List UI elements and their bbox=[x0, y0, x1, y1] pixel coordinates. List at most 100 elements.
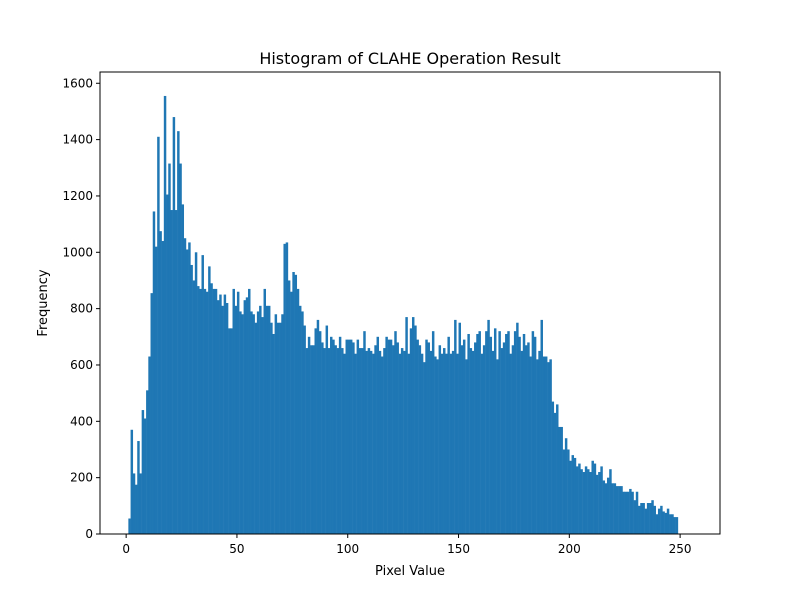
histogram-bar bbox=[553, 412, 557, 534]
histogram-bar bbox=[137, 441, 140, 534]
histogram-bar bbox=[241, 314, 244, 534]
histogram-bar bbox=[558, 426, 561, 534]
histogram-bar bbox=[130, 429, 134, 534]
y-tick-label: 400 bbox=[70, 414, 93, 428]
histogram-bar bbox=[456, 353, 459, 534]
histogram-bar bbox=[312, 345, 315, 534]
histogram-bar bbox=[631, 491, 634, 534]
histogram-bar bbox=[230, 328, 233, 534]
histogram-bar bbox=[564, 438, 568, 534]
histogram-bar bbox=[372, 353, 375, 534]
histogram-bar bbox=[649, 503, 652, 534]
histogram-bar bbox=[369, 350, 373, 534]
histogram-bar bbox=[396, 342, 399, 534]
histogram-bar bbox=[192, 280, 196, 534]
histogram-bar bbox=[465, 359, 468, 534]
histogram-bar bbox=[330, 336, 333, 534]
histogram-bar bbox=[443, 348, 446, 534]
histogram-bar bbox=[363, 331, 366, 534]
histogram-bar bbox=[624, 491, 628, 534]
histogram-bar bbox=[620, 486, 623, 534]
histogram-bar bbox=[349, 339, 353, 534]
histogram-bar bbox=[476, 333, 479, 534]
histogram-bar bbox=[675, 517, 679, 534]
histogram-bar bbox=[290, 291, 293, 534]
histogram-bar bbox=[516, 322, 519, 534]
histogram-bar bbox=[480, 353, 484, 534]
histogram-bar bbox=[587, 469, 590, 534]
histogram-bar bbox=[431, 331, 435, 534]
histogram-bar bbox=[345, 339, 348, 534]
histogram-bar bbox=[221, 305, 224, 534]
plot-frame bbox=[99, 71, 721, 535]
histogram-bar bbox=[642, 503, 645, 534]
histogram-bar bbox=[454, 319, 457, 534]
histogram-bar bbox=[181, 204, 185, 534]
y-tick-label: 1000 bbox=[62, 245, 93, 259]
histogram-bar bbox=[276, 322, 280, 534]
histogram-bar bbox=[252, 314, 255, 534]
histogram-bar bbox=[571, 455, 575, 534]
histogram-bar bbox=[292, 272, 295, 534]
histogram-bar bbox=[418, 345, 422, 534]
histogram-bar bbox=[168, 163, 171, 535]
histogram-bar bbox=[400, 348, 404, 534]
histogram-bar bbox=[219, 294, 222, 534]
histogram-bar bbox=[471, 350, 475, 534]
x-tick-label: 0 bbox=[122, 542, 130, 556]
histogram-bar bbox=[310, 345, 313, 534]
histogram-bar bbox=[449, 353, 453, 534]
histogram-bar bbox=[460, 345, 464, 534]
histogram-bar bbox=[336, 348, 340, 534]
histogram-bar bbox=[157, 136, 160, 535]
histogram-bar bbox=[374, 345, 377, 534]
histogram-bar bbox=[132, 473, 136, 534]
histogram-bar bbox=[281, 314, 284, 534]
histogram-bar bbox=[602, 480, 606, 534]
histogram-bar bbox=[538, 350, 541, 534]
y-axis-ticks: 0 200 400 600 800 1000 1200 1400 1600 bbox=[62, 76, 100, 541]
histogram-bar bbox=[527, 342, 530, 534]
histogram-bar bbox=[436, 359, 439, 534]
histogram-bar bbox=[338, 336, 342, 534]
histogram-bar bbox=[640, 503, 643, 534]
histogram-bar bbox=[398, 353, 402, 534]
histogram-bar bbox=[511, 345, 515, 534]
histogram-bar bbox=[352, 342, 355, 534]
histogram-bar bbox=[502, 342, 506, 534]
histogram-bar bbox=[638, 505, 641, 534]
histogram-bar bbox=[159, 231, 162, 534]
histogram-bar bbox=[520, 350, 524, 534]
histogram-bar bbox=[212, 288, 216, 534]
histogram-bar bbox=[500, 348, 504, 534]
x-tick-label: 150 bbox=[447, 542, 470, 556]
histogram-bar bbox=[651, 500, 654, 534]
histogram-bar bbox=[584, 466, 588, 534]
y-tick-label: 800 bbox=[70, 302, 93, 316]
x-tick-label: 50 bbox=[229, 542, 244, 556]
histogram-bar bbox=[223, 294, 227, 534]
histogram-bar bbox=[307, 336, 311, 534]
histogram-bar bbox=[135, 484, 138, 534]
histogram-bar bbox=[536, 359, 539, 534]
histogram-bar bbox=[595, 474, 599, 534]
histogram-bar bbox=[279, 322, 282, 534]
histogram-bar bbox=[170, 210, 173, 535]
histogram-bar bbox=[509, 353, 512, 534]
histogram-bar bbox=[666, 508, 670, 534]
y-tick-label: 600 bbox=[70, 358, 93, 372]
histogram-bar bbox=[580, 469, 583, 534]
histogram-bar bbox=[383, 348, 386, 534]
histogram-bar bbox=[334, 345, 337, 534]
histogram-bar bbox=[513, 331, 517, 534]
histogram-bar bbox=[356, 339, 360, 534]
histogram-bar bbox=[225, 303, 229, 534]
histogram-bar bbox=[389, 339, 393, 534]
histogram-bar bbox=[296, 288, 300, 534]
histogram-bar bbox=[150, 293, 153, 534]
histogram-bar bbox=[423, 362, 426, 534]
histogram-bar bbox=[673, 517, 676, 534]
histogram-bar bbox=[243, 300, 247, 534]
histogram-bar bbox=[591, 460, 594, 534]
histogram-bar bbox=[669, 514, 672, 534]
